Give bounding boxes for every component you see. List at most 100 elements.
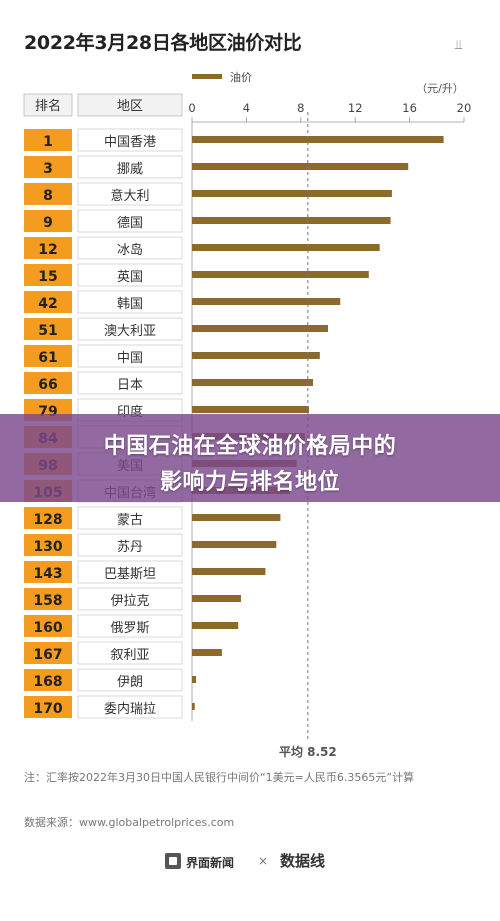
region-cell — [77, 560, 183, 584]
bar — [192, 676, 197, 683]
bar — [192, 703, 195, 710]
rank-label: 42 — [38, 296, 57, 312]
header-rank: 排名 — [35, 98, 61, 114]
overlay-title-line2: 影响力与排名地位 — [159, 470, 340, 495]
legend-label: 油价 — [230, 70, 252, 84]
rank-label: 1 — [43, 134, 53, 150]
rank-cell — [24, 615, 72, 637]
rank-label: 61 — [38, 350, 57, 366]
region-cell — [77, 236, 183, 260]
region-cell — [77, 533, 183, 557]
region-label: 韩国 — [117, 297, 143, 312]
rank-cell — [24, 129, 72, 151]
region-cell — [77, 344, 183, 368]
region-label: 伊朗 — [117, 675, 143, 690]
bar — [192, 379, 314, 386]
rank-cell — [24, 696, 72, 718]
x-unit-label: （元/升） — [416, 82, 464, 95]
header-region: 地区 — [117, 99, 143, 114]
region-label: 蒙古 — [117, 513, 143, 528]
region-cell — [77, 506, 183, 530]
rank-cell — [24, 642, 72, 664]
region-cell — [77, 263, 183, 287]
rank-label: 130 — [33, 539, 62, 555]
rank-cell — [24, 156, 72, 178]
rank-label: 9 — [43, 215, 53, 231]
region-label: 英国 — [117, 270, 143, 285]
bar — [192, 244, 380, 251]
bar — [192, 325, 328, 332]
footnote: 注：汇率按2022年3月30日中国人民银行中间价“1美元=人民币6.3565元”… — [24, 771, 415, 784]
region-label: 挪威 — [117, 162, 143, 177]
overlay-banner: 中国石油在全球油价格局中的 影响力与排名地位 — [0, 414, 500, 502]
region-cell — [77, 209, 183, 233]
region-label: 委内瑞拉 — [104, 701, 156, 717]
rank-label: 143 — [33, 566, 62, 582]
region-cell — [77, 317, 183, 341]
region-cell — [77, 290, 183, 314]
region-cell — [77, 182, 183, 206]
bar — [192, 136, 444, 143]
header-rank-cell — [23, 93, 73, 117]
rank-label: 3 — [43, 161, 53, 177]
oil-price-bar-chart: 油价 （元/升） 排名 地区 0 4 8 12 16 20 1 中国香港 3 挪威 8 意大利 9 德国 12 冰岛 1… — [23, 70, 472, 759]
region-cell — [77, 371, 183, 395]
rank-label: 15 — [38, 269, 57, 285]
region-label: 意大利 — [110, 188, 149, 204]
header-region-cell — [77, 93, 183, 117]
rank-cell — [24, 183, 72, 205]
rank-label: 128 — [33, 512, 62, 528]
footer-brand-shujuxian: 数据线 — [280, 852, 326, 870]
average-label: 平均 8.52 — [279, 744, 337, 759]
rank-cell — [24, 237, 72, 259]
x-tick-label: 12 — [348, 101, 363, 115]
region-cell — [77, 668, 183, 692]
rank-cell — [24, 588, 72, 610]
rank-label: 12 — [38, 242, 57, 258]
rank-cell — [24, 507, 72, 529]
bar — [192, 352, 320, 359]
rank-cell — [24, 534, 72, 556]
bar — [192, 406, 309, 413]
rank-cell — [24, 561, 72, 583]
region-label: 俄罗斯 — [110, 621, 149, 636]
footer-separator: × — [258, 854, 269, 868]
region-cell — [77, 155, 183, 179]
region-cell — [77, 614, 183, 638]
page-title: 2022年3月28日各地区油价对比 — [24, 32, 302, 54]
region-label: 冰岛 — [117, 242, 143, 258]
region-label: 中国香港 — [104, 135, 156, 150]
region-cell — [77, 641, 183, 665]
rank-label: 8 — [43, 188, 53, 204]
jiemian-logo-icon — [165, 853, 181, 869]
rank-label: 168 — [33, 674, 62, 690]
bar — [192, 163, 409, 170]
region-label: 巴基斯坦 — [104, 567, 156, 582]
region-label: 伊拉克 — [110, 594, 149, 609]
bar — [192, 514, 281, 521]
x-tick-label: 8 — [297, 101, 304, 115]
x-tick-label: 20 — [457, 101, 472, 115]
bar — [192, 622, 239, 629]
rank-label: 167 — [33, 647, 62, 663]
bar — [192, 271, 369, 278]
bar — [192, 190, 392, 197]
rank-label: 170 — [33, 701, 62, 717]
bar — [192, 568, 266, 575]
region-label: 澳大利亚 — [104, 323, 156, 339]
footer: 界面新闻 × 数据线 — [0, 850, 500, 876]
region-label: 日本 — [117, 378, 143, 393]
rank-cell — [24, 669, 72, 691]
bar — [192, 541, 277, 548]
x-tick-label: 0 — [188, 101, 195, 115]
region-label: 苏丹 — [117, 539, 143, 555]
share-icon[interactable]: ⫫ — [455, 38, 463, 53]
x-tick-label: 4 — [243, 101, 250, 115]
rank-cell — [24, 318, 72, 340]
legend-swatch — [192, 74, 222, 79]
region-cell — [77, 587, 183, 611]
region-label: 中国 — [117, 351, 143, 366]
rank-label: 158 — [33, 593, 62, 609]
rank-cell — [24, 264, 72, 286]
footer-brand-jiemian: 界面新闻 — [186, 856, 235, 870]
